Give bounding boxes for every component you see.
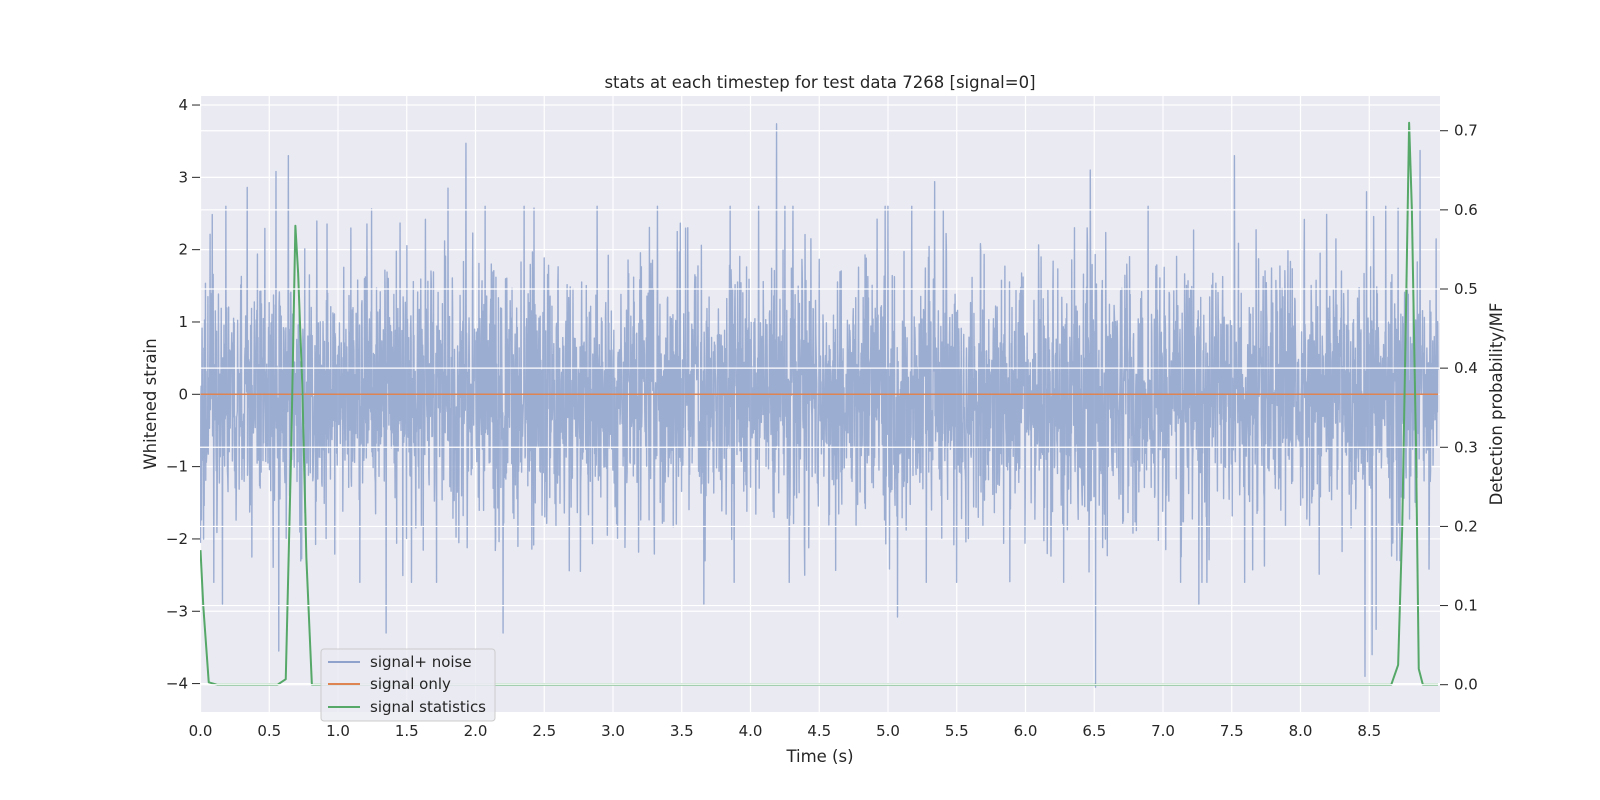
y2-tick-label: 0.7 (1454, 122, 1478, 140)
x-tick-label: 5.5 (945, 722, 969, 740)
legend-label-signal-only: signal only (370, 675, 451, 693)
x-tick-label: 1.0 (326, 722, 350, 740)
x-tick-label: 1.5 (395, 722, 419, 740)
x-tick-label: 3.0 (601, 722, 625, 740)
x-tick-label: 0.0 (189, 722, 213, 740)
y-tick-label: 4 (178, 96, 188, 114)
chart-title: stats at each timestep for test data 726… (604, 73, 1035, 92)
x-tick-label: 3.5 (670, 722, 694, 740)
y2-tick-label: 0.4 (1454, 359, 1478, 377)
x-tick-label: 5.0 (876, 722, 900, 740)
y2-tick-label: 0.6 (1454, 201, 1478, 219)
y2-tick-label: 0.5 (1454, 280, 1478, 298)
y2-tick-label: 0.0 (1454, 676, 1478, 694)
y-tick-label: 3 (178, 168, 188, 186)
y2-axis-label: Detection probability/MF (1487, 303, 1506, 506)
legend-box (320, 648, 496, 722)
x-tick-label: 7.5 (1220, 722, 1244, 740)
y2-tick-label: 0.3 (1454, 438, 1478, 456)
y2-tick-label: 0.1 (1454, 597, 1478, 615)
y-tick-label: 2 (178, 241, 188, 259)
x-axis-label: Time (s) (785, 747, 853, 766)
y2-gridlines (200, 130, 1440, 686)
y-tick-label: 0 (178, 385, 188, 403)
x-tick-label: 8.0 (1289, 722, 1313, 740)
y-tick-label: −2 (166, 530, 188, 548)
x-axis-ticks: 0.0 0.5 1.0 1.5 2.0 2.5 3.0 3.5 4.0 4.5 5.0 5.5 6.0 6… (189, 722, 1382, 740)
y2-axis-ticks: 0.0 0.1 0.2 0.3 0.4 0.5 0.6 0.7 (1440, 122, 1478, 694)
y-tick-label: 1 (178, 313, 188, 331)
x-tick-label: 2.5 (532, 722, 556, 740)
x-tick-label: 0.5 (257, 722, 281, 740)
y-tick-label: −4 (166, 675, 188, 693)
y-tick-label: −1 (166, 458, 188, 476)
x-tick-label: 8.5 (1357, 722, 1381, 740)
x-tick-label: 4.5 (807, 722, 831, 740)
legend-label-signal-statistics: signal statistics (370, 698, 486, 716)
x-tick-label: 6.5 (1082, 722, 1106, 740)
legend: signal+ noise signal only signal statist… (320, 648, 496, 722)
y-axis-ticks: −4 −3 −2 −1 0 1 2 3 4 (166, 96, 200, 693)
y-axis-label: Whitened strain (141, 338, 160, 469)
x-tick-label: 4.0 (739, 722, 763, 740)
x-tick-label: 2.0 (464, 722, 488, 740)
y2-tick-label: 0.2 (1454, 517, 1478, 535)
x-tick-label: 6.0 (1014, 722, 1038, 740)
legend-label-signal-noise: signal+ noise (370, 653, 472, 671)
x-tick-label: 7.0 (1151, 722, 1175, 740)
series-signal-noise-line (200, 123, 1439, 688)
y-tick-label: −3 (166, 602, 188, 620)
